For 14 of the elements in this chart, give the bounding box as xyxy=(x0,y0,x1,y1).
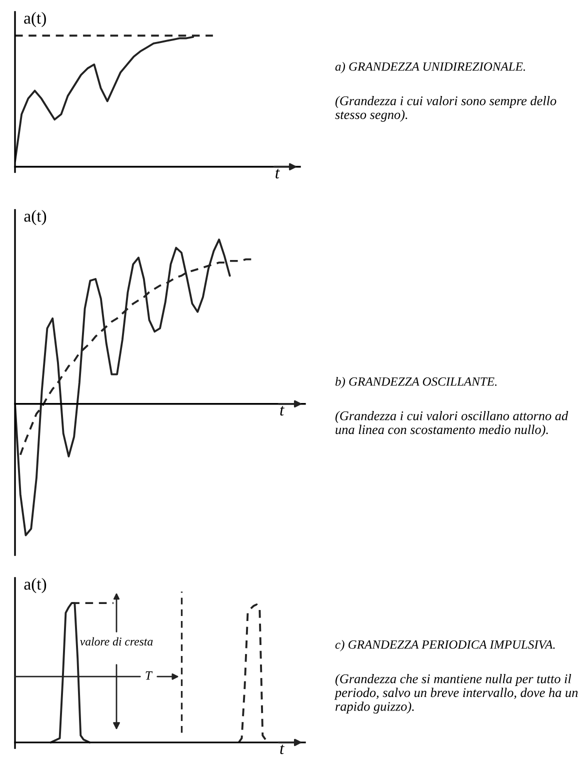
annotation: valore di cresta xyxy=(80,637,153,646)
y-axis-title: a(t) xyxy=(24,210,46,226)
text: (Grandezza i cui valori oscillano attorno ad una linea con scostamento medio nullo). xyxy=(335,411,568,437)
annotation: T xyxy=(146,671,153,680)
text: (Grandezza che si mantiene nulla per tutto il periodo, salvo un breve intervallo, dove ha un rapido guizzo). xyxy=(334,674,578,714)
x-axis-title: t xyxy=(276,168,280,178)
x-axis-title: t xyxy=(280,744,284,754)
y-axis-title: a(t) xyxy=(24,12,46,28)
text: c) GRANDEZZA PERIODICA IMPULSIVA. xyxy=(335,640,555,652)
text: b) GRANDEZZA OSCILLANTE. xyxy=(335,377,497,388)
x-axis-title: t xyxy=(280,406,284,416)
text: (Grandezza i cui valori sono sempre dello stesso segno). xyxy=(335,96,556,122)
text: a) GRANDEZZA UNIDIREZIONALE. xyxy=(335,62,525,74)
y-axis-title: a(t) xyxy=(24,578,46,594)
